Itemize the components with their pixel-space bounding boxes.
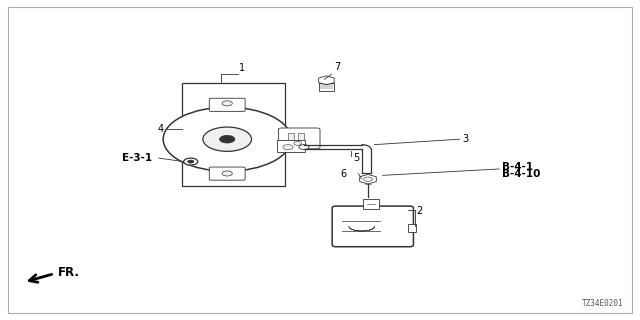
FancyBboxPatch shape <box>278 128 320 149</box>
Text: 6: 6 <box>340 169 347 179</box>
FancyBboxPatch shape <box>319 83 334 91</box>
Text: 4: 4 <box>157 124 163 134</box>
FancyBboxPatch shape <box>209 98 245 111</box>
Circle shape <box>364 177 372 181</box>
Text: 3: 3 <box>462 133 468 144</box>
Text: FR.: FR. <box>58 266 79 279</box>
FancyBboxPatch shape <box>277 140 305 152</box>
Text: 7: 7 <box>334 62 340 72</box>
FancyBboxPatch shape <box>209 167 245 180</box>
Circle shape <box>294 141 301 145</box>
FancyBboxPatch shape <box>332 206 413 247</box>
Text: 1: 1 <box>239 63 246 73</box>
Circle shape <box>184 158 198 165</box>
Bar <box>298 133 304 144</box>
Circle shape <box>220 135 235 143</box>
Circle shape <box>203 127 252 151</box>
Text: 5: 5 <box>353 153 360 163</box>
Circle shape <box>163 107 291 171</box>
Circle shape <box>283 145 293 150</box>
Bar <box>288 133 294 144</box>
Text: E-3-1: E-3-1 <box>122 153 152 164</box>
Text: TZ34E0201: TZ34E0201 <box>582 299 624 308</box>
Circle shape <box>188 160 194 163</box>
Ellipse shape <box>299 145 309 149</box>
Circle shape <box>222 171 232 176</box>
Bar <box>182 83 285 186</box>
Text: B-4-1: B-4-1 <box>502 162 534 172</box>
Circle shape <box>222 101 232 106</box>
Bar <box>408 224 416 232</box>
FancyBboxPatch shape <box>363 199 380 209</box>
Text: 2: 2 <box>416 205 422 216</box>
Text: B-4-10: B-4-10 <box>502 169 541 180</box>
